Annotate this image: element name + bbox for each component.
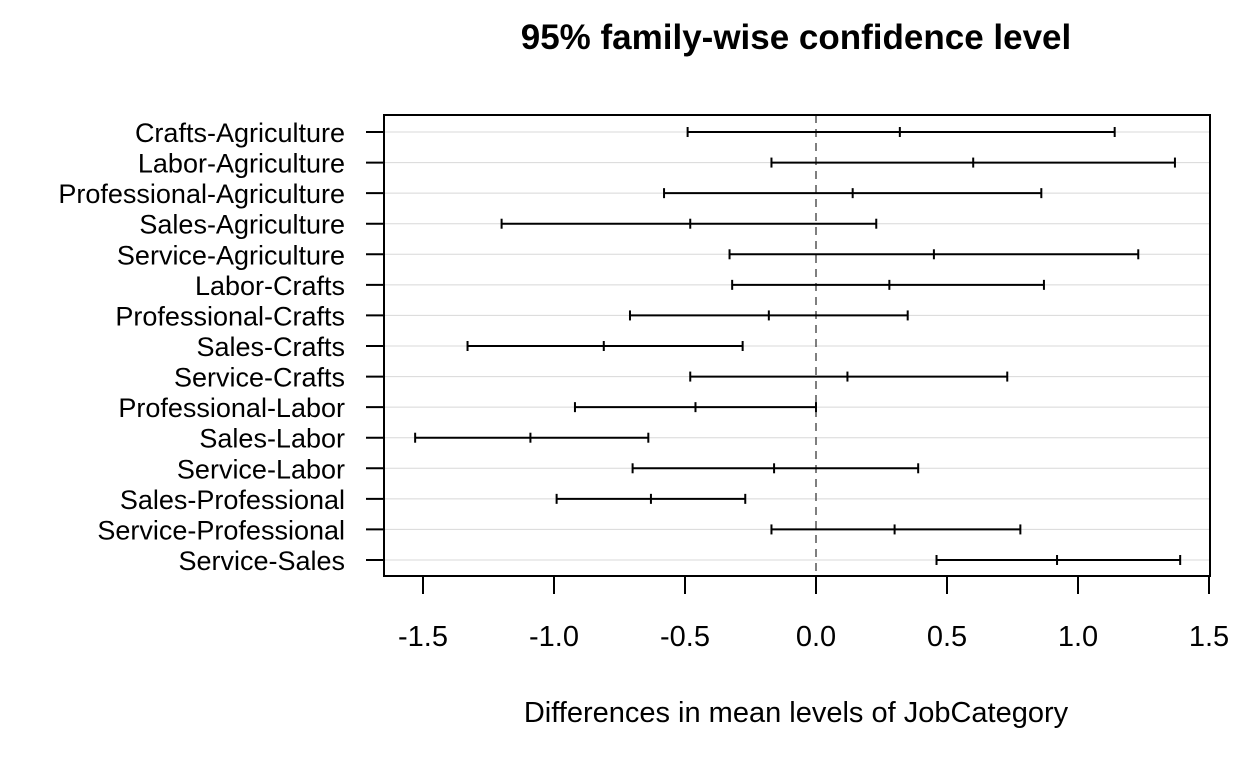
x-tick-label: -1.0 <box>529 621 579 653</box>
x-axis-title: Differences in mean levels of JobCategor… <box>524 697 1069 729</box>
interval-professional-agriculture <box>663 188 1043 199</box>
x-tick-label: 1.5 <box>1189 621 1229 653</box>
x-tick-label: 1.0 <box>1058 621 1098 653</box>
interval-service-agriculture <box>728 249 1140 260</box>
y-tick-label: Sales-Labor <box>199 424 345 454</box>
y-tick-label: Labor-Agriculture <box>138 149 345 179</box>
interval-labor-crafts <box>731 279 1045 290</box>
x-axis: -1.5 -1.0 -0.5 0.0 0.5 1.0 1.5 <box>398 575 1229 653</box>
y-tick-label: Labor-Crafts <box>195 271 345 301</box>
y-tick-label: Service-Labor <box>177 454 345 484</box>
interval-group <box>414 127 1182 565</box>
interval-service-labor <box>631 463 920 474</box>
interval-sales-professional <box>555 493 747 504</box>
y-tick-label: Professional-Labor <box>118 393 345 423</box>
interval-service-sales <box>935 555 1182 565</box>
interval-labor-agriculture <box>770 157 1176 168</box>
interval-sales-agriculture <box>500 218 878 229</box>
x-tick-label: 0.5 <box>927 621 967 653</box>
interval-sales-labor <box>414 432 650 443</box>
x-tick-label: -1.5 <box>398 621 448 653</box>
chart-title: 95% family-wise confidence level <box>521 18 1072 57</box>
interval-sales-crafts <box>466 341 744 351</box>
y-tick-label: Sales-Professional <box>120 485 345 515</box>
interval-professional-crafts <box>628 310 909 321</box>
interval-professional-labor <box>573 402 817 413</box>
y-tick-label: Service-Professional <box>97 515 345 545</box>
y-tick-label: Crafts-Agriculture <box>135 118 345 148</box>
y-tick-label: Sales-Agriculture <box>139 210 345 240</box>
y-tick-label: Service-Sales <box>178 546 345 576</box>
interval-service-professional <box>770 524 1022 535</box>
y-tick-label: Sales-Crafts <box>196 332 345 362</box>
y-tick-label: Service-Agriculture <box>117 240 345 270</box>
interval-crafts-agriculture <box>686 127 1116 137</box>
y-tick-label: Professional-Crafts <box>115 301 345 331</box>
y-tick-label: Professional-Agriculture <box>58 179 345 209</box>
x-tick-label: -0.5 <box>660 621 710 653</box>
x-tick-label: 0.0 <box>796 621 836 653</box>
interval-service-crafts <box>689 371 1009 382</box>
y-axis: Crafts-AgricultureLabor-AgricultureProfe… <box>58 118 384 576</box>
y-tick-label: Service-Crafts <box>174 363 345 393</box>
